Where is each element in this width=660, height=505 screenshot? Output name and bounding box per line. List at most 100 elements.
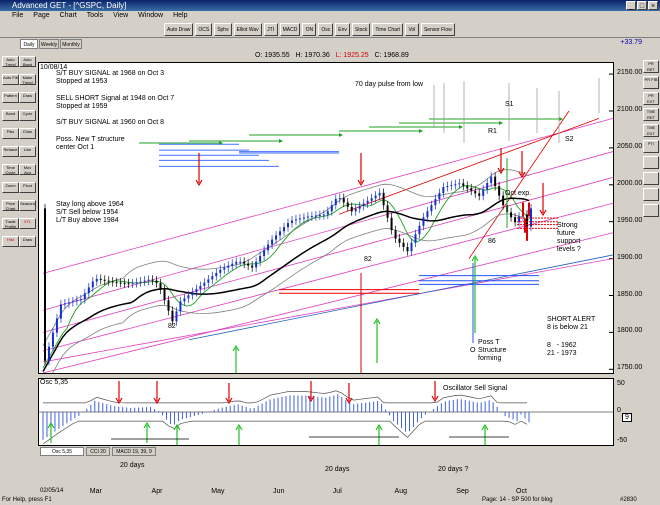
menu-window[interactable]: Window	[138, 12, 164, 19]
menu-tools[interactable]: Tools	[86, 12, 104, 19]
toolbar-button-osc[interactable]: Osc	[318, 22, 334, 36]
month-tick-label: Jul	[332, 488, 342, 495]
osc-buy-arrowhead	[481, 423, 489, 431]
candle-body	[322, 214, 325, 216]
toolbar-button-vol[interactable]: Vol	[404, 22, 419, 36]
toolbar-button-jti[interactable]: JTI	[263, 22, 278, 36]
oscillator-panel[interactable]	[38, 378, 614, 446]
left-toolbar: Auto Trend Auto Band Auto Fib Make Trend Pat…	[0, 50, 37, 495]
month-tick-label: Oct	[516, 488, 527, 495]
candle-body	[390, 217, 393, 231]
candle-body	[99, 278, 102, 280]
tab-monthly[interactable]: Monthly	[60, 39, 82, 49]
tool-band[interactable]: Band	[2, 110, 19, 121]
toolbar-button-auto-draw[interactable]: Auto Draw	[164, 22, 194, 36]
tool-chan[interactable]: Chan	[19, 128, 36, 139]
right-tool-6[interactable]	[643, 156, 659, 169]
annotation-buy-signal: S/T BUY SIGNAL at 1968 on Oct 3 Stopped …	[56, 70, 165, 85]
tool-retrace[interactable]: Retrace	[2, 146, 19, 157]
timeframe-tabs: Daily Weekly Monthly +33.79	[0, 38, 660, 50]
candle-body	[510, 212, 513, 218]
menu-view[interactable]: View	[113, 12, 129, 19]
tool-make-trend[interactable]: Make Trend	[19, 74, 36, 85]
tool-pattern[interactable]: Pattern	[2, 92, 19, 103]
right-tool-0[interactable]: PR RET	[643, 60, 659, 73]
candle-body	[131, 283, 134, 285]
right-tool-4[interactable]: TME EXT	[643, 124, 659, 137]
status-page: Page: 14 - SP 500 for blog	[482, 497, 553, 503]
price-tick-label: 2150.00	[617, 69, 643, 77]
tab-daily[interactable]: Daily	[20, 39, 38, 49]
tool-draw[interactable]: Draw	[19, 236, 36, 247]
toolbar-button-macd[interactable]: MACD	[279, 22, 301, 36]
candle-body	[482, 189, 485, 196]
candle-body	[430, 205, 433, 212]
tool-time-cycle[interactable]: Time Cycle	[2, 164, 19, 175]
right-tool-2[interactable]: PR EXT	[643, 92, 659, 105]
toolbar-button-stock[interactable]: Stock	[351, 22, 371, 36]
label-s1: S1	[505, 101, 514, 108]
right-tool-9[interactable]	[643, 204, 659, 217]
candle-body	[135, 282, 138, 284]
maximize-button[interactable]: □	[637, 1, 647, 10]
toolbar-button-time-chart[interactable]: Time Chart	[372, 22, 403, 36]
tool-zoom[interactable]: Zoom	[2, 182, 19, 193]
right-tool-8[interactable]	[643, 188, 659, 201]
toolbar-button-elliot-wav[interactable]: Elliot Wav	[233, 22, 262, 36]
menu-help[interactable]: Help	[173, 12, 188, 19]
tab-macd[interactable]: MACD 19, 39, 9	[112, 447, 156, 456]
candle-body	[71, 301, 74, 303]
osc-sell-arrowhead	[225, 397, 233, 405]
tool-fibs[interactable]: Fibs	[2, 128, 19, 139]
tool-seasonal[interactable]: Seasonal	[19, 200, 36, 211]
osc-buy-arrowhead	[173, 423, 181, 431]
tool-auto-fib[interactable]: Auto Fib	[2, 74, 19, 85]
close-button[interactable]: ×	[648, 1, 658, 10]
tool-auto-band[interactable]: Auto Band	[19, 56, 36, 67]
candle-body	[79, 299, 82, 301]
tool-hist[interactable]: Hist	[2, 236, 19, 247]
candle-body	[434, 199, 437, 206]
tool-pivot[interactable]: Pivot	[19, 182, 36, 193]
right-tool-7[interactable]	[643, 172, 659, 185]
menu-file[interactable]: File	[12, 12, 24, 19]
candle-body	[215, 272, 218, 277]
buy-arrowhead	[232, 344, 240, 352]
candle-body	[227, 265, 230, 268]
trendline-blue	[188, 254, 613, 341]
menu-page[interactable]: Page	[33, 12, 50, 19]
tool-line[interactable]: Line	[19, 146, 36, 157]
candle-body	[418, 225, 421, 235]
tool-auto-trend[interactable]: Auto Trend	[2, 56, 19, 67]
tool-cycle[interactable]: Cycle	[19, 110, 36, 121]
toolbar-button-sensor-flow[interactable]: Sensor Flow	[420, 22, 455, 36]
right-tool-3[interactable]: TME RET	[643, 108, 659, 121]
tool-draw[interactable]: Draw	[19, 92, 36, 103]
candle-body	[107, 280, 110, 282]
tab-cci[interactable]: CCI 20	[86, 447, 110, 456]
candle-body	[235, 261, 238, 264]
tool-mov-avg[interactable]: Mov Avg	[19, 164, 36, 175]
toolbar-button-on[interactable]: ON	[302, 22, 317, 36]
tool-price-chart[interactable]: Price Chart	[2, 200, 19, 211]
price-chart-panel[interactable]	[38, 62, 614, 374]
candle-body	[259, 255, 262, 262]
tool-xtl[interactable]: XTL	[19, 218, 36, 229]
tab-weekly[interactable]: Weekly	[39, 39, 59, 49]
toolbar-button-ocs[interactable]: OCS	[195, 22, 213, 36]
price-chart	[42, 73, 613, 373]
price-tick-label: 2050.00	[617, 142, 643, 150]
menu-chart[interactable]: Chart	[59, 12, 77, 19]
candle-body	[326, 211, 329, 215]
toolbar-button-sphs[interactable]: Sphs	[214, 22, 232, 36]
tool-trade-profile[interactable]: Trade Profile	[2, 218, 19, 229]
toolbar-button-env[interactable]: Env	[335, 22, 350, 36]
minimize-button[interactable]: _	[626, 1, 636, 10]
candle-body	[283, 227, 286, 232]
right-tool-5[interactable]: PTI	[643, 140, 659, 153]
candle-body	[67, 302, 70, 304]
candle-body	[255, 261, 258, 268]
right-tool-1[interactable]: PR FIB	[643, 76, 659, 89]
tab-osc[interactable]: Osc 5,35	[40, 447, 84, 456]
status-count: #2830	[620, 497, 637, 503]
